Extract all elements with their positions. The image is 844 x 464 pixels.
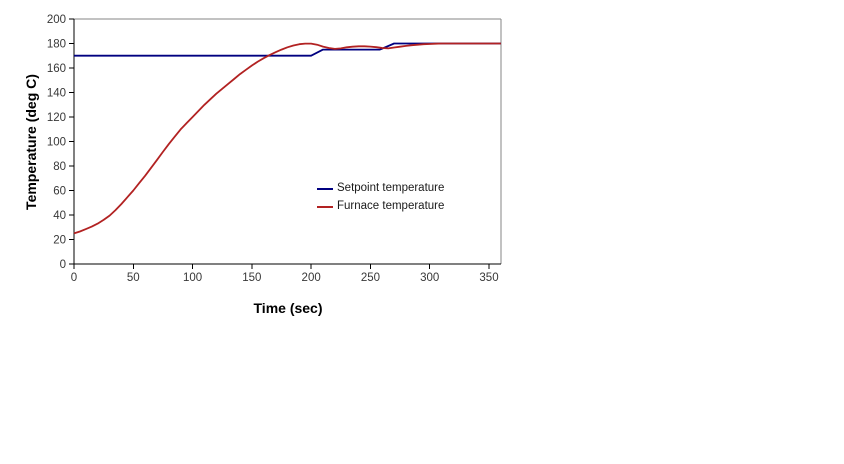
x-tick-label: 100 [183, 272, 202, 284]
x-tick-label: 350 [479, 272, 498, 284]
y-tick-label: 80 [53, 161, 66, 173]
y-tick-label: 120 [47, 112, 66, 124]
legend-label-setpoint: Setpoint temperature [337, 182, 445, 194]
y-tick-label: 60 [53, 186, 66, 198]
y-tick-label: 20 [53, 235, 66, 247]
y-tick-label: 140 [47, 88, 66, 100]
x-axis-title: Time (sec) [253, 300, 323, 316]
chart-legend: Setpoint temperature Furnace temperature [317, 182, 444, 213]
x-tick-label: 50 [127, 272, 140, 284]
y-tick-label: 180 [47, 39, 66, 51]
y-tick-label: 200 [47, 14, 66, 26]
y-tick-label: 100 [47, 137, 66, 149]
y-tick-label: 0 [60, 259, 66, 271]
x-tick-label: 300 [420, 272, 439, 284]
legend-item-setpoint: Setpoint temperature [317, 182, 444, 195]
legend-label-furnace: Furnace temperature [337, 200, 445, 212]
x-tick-label: 150 [242, 272, 261, 284]
series-line-furnace [73, 42, 501, 235]
series-line-setpoint [74, 42, 501, 57]
setpoint-line-swatch-icon [317, 187, 333, 190]
y-tick-label: 160 [47, 63, 66, 75]
x-tick-label: 200 [302, 272, 321, 284]
y-axis-title: Temperature (deg C) [23, 74, 39, 210]
x-tick-label: 250 [361, 272, 380, 284]
furnace-line-swatch-icon [317, 205, 333, 208]
legend-item-furnace: Furnace temperature [317, 200, 444, 213]
x-tick-label: 0 [71, 272, 77, 284]
y-tick-label: 40 [53, 210, 66, 222]
